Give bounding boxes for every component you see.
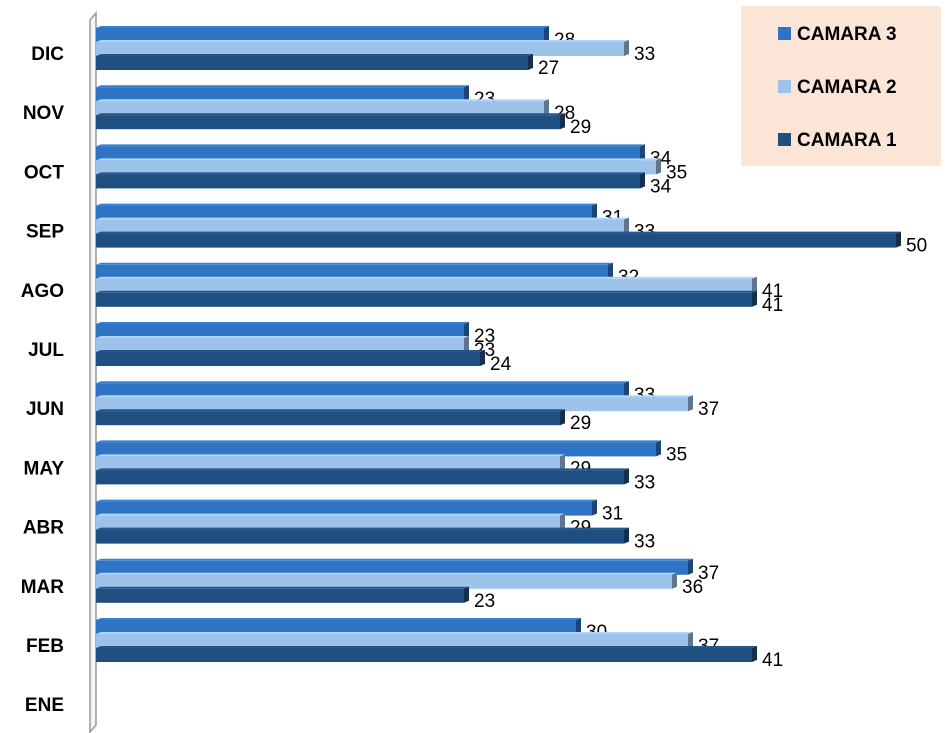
y-tick-label: DIC (31, 44, 64, 65)
y-tick-label: AGO (21, 281, 64, 302)
bar-camara-3 (96, 499, 597, 516)
legend-entry: CAMARA 2 (797, 77, 897, 98)
bar-camara-3 (96, 144, 645, 161)
bar-camara-3 (96, 618, 581, 634)
y-tick-label: NOV (23, 103, 65, 124)
legend-entry: CAMARA 3 (797, 24, 897, 45)
y-tick-label: SEP (26, 222, 64, 243)
bar-camara-2 (96, 158, 661, 175)
bar-camara-1 (96, 586, 469, 603)
data-label: 33 (634, 472, 655, 493)
bar-camara-2 (96, 217, 629, 234)
bar-camara-3 (96, 322, 469, 338)
y-tick-label: JUL (28, 340, 64, 361)
data-label: 33 (634, 44, 655, 65)
data-label: 24 (490, 354, 512, 375)
bar-camara-2 (96, 513, 565, 530)
bar-camara-1 (96, 113, 565, 130)
bar-camara-2 (96, 632, 693, 648)
bar-camara-3 (96, 440, 661, 457)
bar-camara-1 (96, 350, 485, 366)
data-label: 41 (762, 281, 783, 302)
y-tick-label: ABR (23, 518, 64, 539)
data-label: 35 (666, 444, 687, 465)
bar-camara-3 (96, 558, 693, 575)
bar-camara-3 (96, 26, 549, 42)
data-label: 35 (666, 162, 687, 183)
bar-camara-1 (96, 409, 565, 426)
y-tick-label: FEB (26, 636, 64, 657)
y-tick-label: JUN (26, 399, 64, 420)
bar-camara-3 (96, 262, 613, 279)
data-label: 36 (682, 577, 703, 598)
y-tick-label: ENE (25, 695, 64, 716)
bar-camara-3 (96, 381, 629, 398)
bar-camara-1 (96, 527, 629, 544)
data-label: 27 (538, 58, 559, 79)
bar-camara-3 (96, 203, 597, 220)
bar-camara-2 (96, 40, 629, 56)
bar-camara-1 (96, 646, 757, 662)
bar-camara-1 (96, 231, 901, 248)
y-tick-label: MAR (21, 577, 65, 598)
data-label: 33 (634, 532, 655, 553)
y-tick-label: OCT (24, 162, 65, 183)
bar-camara-1 (96, 172, 645, 189)
data-label: 50 (906, 236, 927, 257)
bar-camara-2 (96, 395, 693, 412)
data-label: 34 (650, 176, 672, 197)
data-label: 41 (762, 650, 783, 671)
data-label: 37 (698, 399, 719, 420)
bar-camara-2 (96, 99, 549, 116)
bar-camara-2 (96, 336, 469, 352)
legend-swatch (778, 80, 791, 93)
bar-camara-2 (96, 572, 677, 589)
bar-camara-3 (96, 85, 469, 102)
data-label: 37 (698, 563, 719, 584)
legend-swatch (778, 133, 791, 146)
bar-camara-1 (96, 468, 629, 485)
bar-camara-2 (96, 454, 565, 471)
legend: CAMARA 3 CAMARA 2 CAMARA 1 (741, 6, 941, 166)
data-label: 23 (474, 591, 495, 612)
y-axis-wall (89, 10, 97, 733)
data-label: 41 (762, 295, 783, 316)
bar-camara-2 (96, 276, 757, 293)
legend-entry: CAMARA 1 (797, 130, 897, 151)
y-tick-label: MAY (24, 458, 65, 479)
bar-camara-1 (96, 54, 533, 70)
data-label: 29 (570, 117, 591, 138)
data-label: 23 (474, 326, 495, 347)
data-label: 31 (602, 504, 623, 525)
legend-swatch (778, 27, 791, 40)
data-label: 29 (570, 413, 591, 434)
bar-camara-1 (96, 290, 757, 307)
